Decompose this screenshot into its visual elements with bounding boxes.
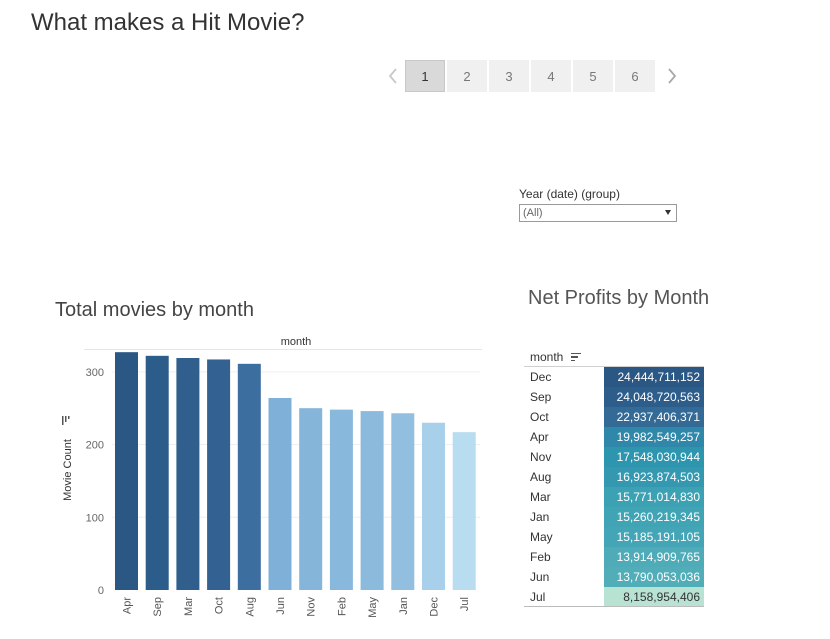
chevron-right-icon[interactable]: [657, 60, 687, 92]
row-month-label: Jun: [530, 570, 550, 584]
table-bottom-divider: [524, 606, 704, 607]
x-tick-label: Jul: [459, 597, 471, 611]
year-filter-select[interactable]: (All): [519, 204, 677, 222]
net-profits-table-title: Net Profits by Month: [528, 287, 710, 309]
y-axis-label: Movie Count: [62, 439, 74, 501]
row-month-label: Jan: [530, 510, 550, 524]
table-row-dec[interactable]: Dec 24,444,711,152: [524, 367, 704, 387]
x-tick-label: Sep: [152, 597, 164, 617]
y-tick-label: 0: [98, 585, 104, 597]
table-row-jun[interactable]: Jun 13,790,053,036: [524, 567, 704, 587]
year-filter-value: (All): [523, 207, 543, 219]
sort-descending-icon[interactable]: [571, 352, 582, 362]
year-filter-label: Year (date) (group): [519, 187, 620, 201]
row-month-label: Aug: [530, 470, 552, 484]
table-header-divider: [524, 366, 704, 367]
y-tick-label: 100: [86, 512, 104, 524]
bar-sep[interactable]: [145, 355, 169, 590]
row-month-label: May: [530, 530, 553, 544]
table-row-jan[interactable]: Jan 15,260,219,345: [524, 507, 704, 527]
row-net-profit-value: 15,185,191,105: [604, 527, 704, 547]
movie-count-bar-chart: month 0 100 200 300 Movie Count Apr Sep Mar Oct Au…: [62, 336, 482, 618]
row-month-label: Oct: [530, 410, 549, 424]
y-tick-label: 200: [86, 440, 104, 452]
x-tick-label: May: [367, 597, 379, 618]
table-row-jul[interactable]: Jul 8,158,954,406: [524, 587, 704, 607]
row-month-label: Apr: [530, 430, 549, 444]
bar-aug[interactable]: [237, 363, 261, 590]
bar-jul[interactable]: [452, 432, 476, 590]
x-tick-label: Dec: [429, 597, 441, 617]
bar-may[interactable]: [360, 411, 384, 590]
x-tick-label: Feb: [336, 597, 348, 616]
bar-chart-title: Total movies by month: [55, 299, 254, 321]
page-title: What makes a Hit Movie?: [31, 9, 305, 36]
row-net-profit-value: 17,548,030,944: [604, 447, 704, 467]
dropdown-caret-icon: [665, 210, 671, 215]
row-month-label: Jul: [530, 590, 546, 604]
table-row-aug[interactable]: Aug 16,923,874,503: [524, 467, 704, 487]
x-tick-label: Mar: [183, 597, 195, 616]
table-row-oct[interactable]: Oct 22,937,406,371: [524, 407, 704, 427]
table-header: month: [530, 350, 582, 364]
row-month-label: Mar: [530, 490, 551, 504]
chevron-left-icon[interactable]: [380, 60, 405, 92]
table-row-nov[interactable]: Nov 17,548,030,944: [524, 447, 704, 467]
bar-oct[interactable]: [207, 359, 231, 590]
row-month-label: Feb: [530, 550, 551, 564]
row-month-label: Dec: [530, 370, 552, 384]
page-button-1[interactable]: 1: [405, 60, 445, 92]
row-net-profit-value: 22,937,406,371: [604, 407, 704, 427]
row-net-profit-value: 16,923,874,503: [604, 467, 704, 487]
bar-apr[interactable]: [115, 352, 138, 590]
net-profits-table: Dec 24,444,711,152 Sep 24,048,720,563 Oct 22,…: [524, 367, 704, 607]
row-net-profit-value: 15,771,014,830: [604, 487, 704, 507]
bar-dec[interactable]: [422, 422, 445, 590]
page-button-2[interactable]: 2: [447, 60, 487, 92]
row-net-profit-value: 15,260,219,345: [604, 507, 704, 527]
table-column-header-month: month: [530, 350, 564, 364]
bar-mar[interactable]: [176, 358, 200, 590]
row-net-profit-value: 8,158,954,406: [604, 587, 704, 607]
page-button-3[interactable]: 3: [489, 60, 529, 92]
x-tick-label: Jun: [275, 597, 287, 615]
year-filter: Year (date) (group) (All): [519, 187, 679, 222]
sort-icon[interactable]: [62, 416, 70, 425]
row-month-label: Nov: [530, 450, 552, 464]
row-month-label: Sep: [530, 390, 552, 404]
page-button-4[interactable]: 4: [531, 60, 571, 92]
x-tick-label: Jan: [398, 597, 410, 615]
y-tick-label: 300: [86, 367, 104, 379]
row-net-profit-value: 24,444,711,152: [604, 367, 704, 387]
table-row-may[interactable]: May 15,185,191,105: [524, 527, 704, 547]
row-net-profit-value: 24,048,720,563: [604, 387, 704, 407]
x-tick-label: Apr: [122, 597, 134, 614]
row-net-profit-value: 13,914,909,765: [604, 547, 704, 567]
bar-jan[interactable]: [391, 413, 415, 590]
bar-nov[interactable]: [299, 408, 323, 590]
table-row-feb[interactable]: Feb 13,914,909,765: [524, 547, 704, 567]
row-net-profit-value: 19,982,549,257: [604, 427, 704, 447]
x-tick-label: Aug: [244, 597, 256, 617]
page-button-6[interactable]: 6: [615, 60, 655, 92]
bar-jun[interactable]: [268, 398, 292, 590]
table-row-sep[interactable]: Sep 24,048,720,563: [524, 387, 704, 407]
page-button-5[interactable]: 5: [573, 60, 613, 92]
x-tick-label: Nov: [306, 597, 318, 617]
table-row-mar[interactable]: Mar 15,771,014,830: [524, 487, 704, 507]
table-row-apr[interactable]: Apr 19,982,549,257: [524, 427, 704, 447]
x-tick-label: Oct: [214, 597, 226, 614]
bar-feb[interactable]: [329, 409, 353, 590]
row-net-profit-value: 13,790,053,036: [604, 567, 704, 587]
x-axis-label: month: [281, 336, 312, 348]
